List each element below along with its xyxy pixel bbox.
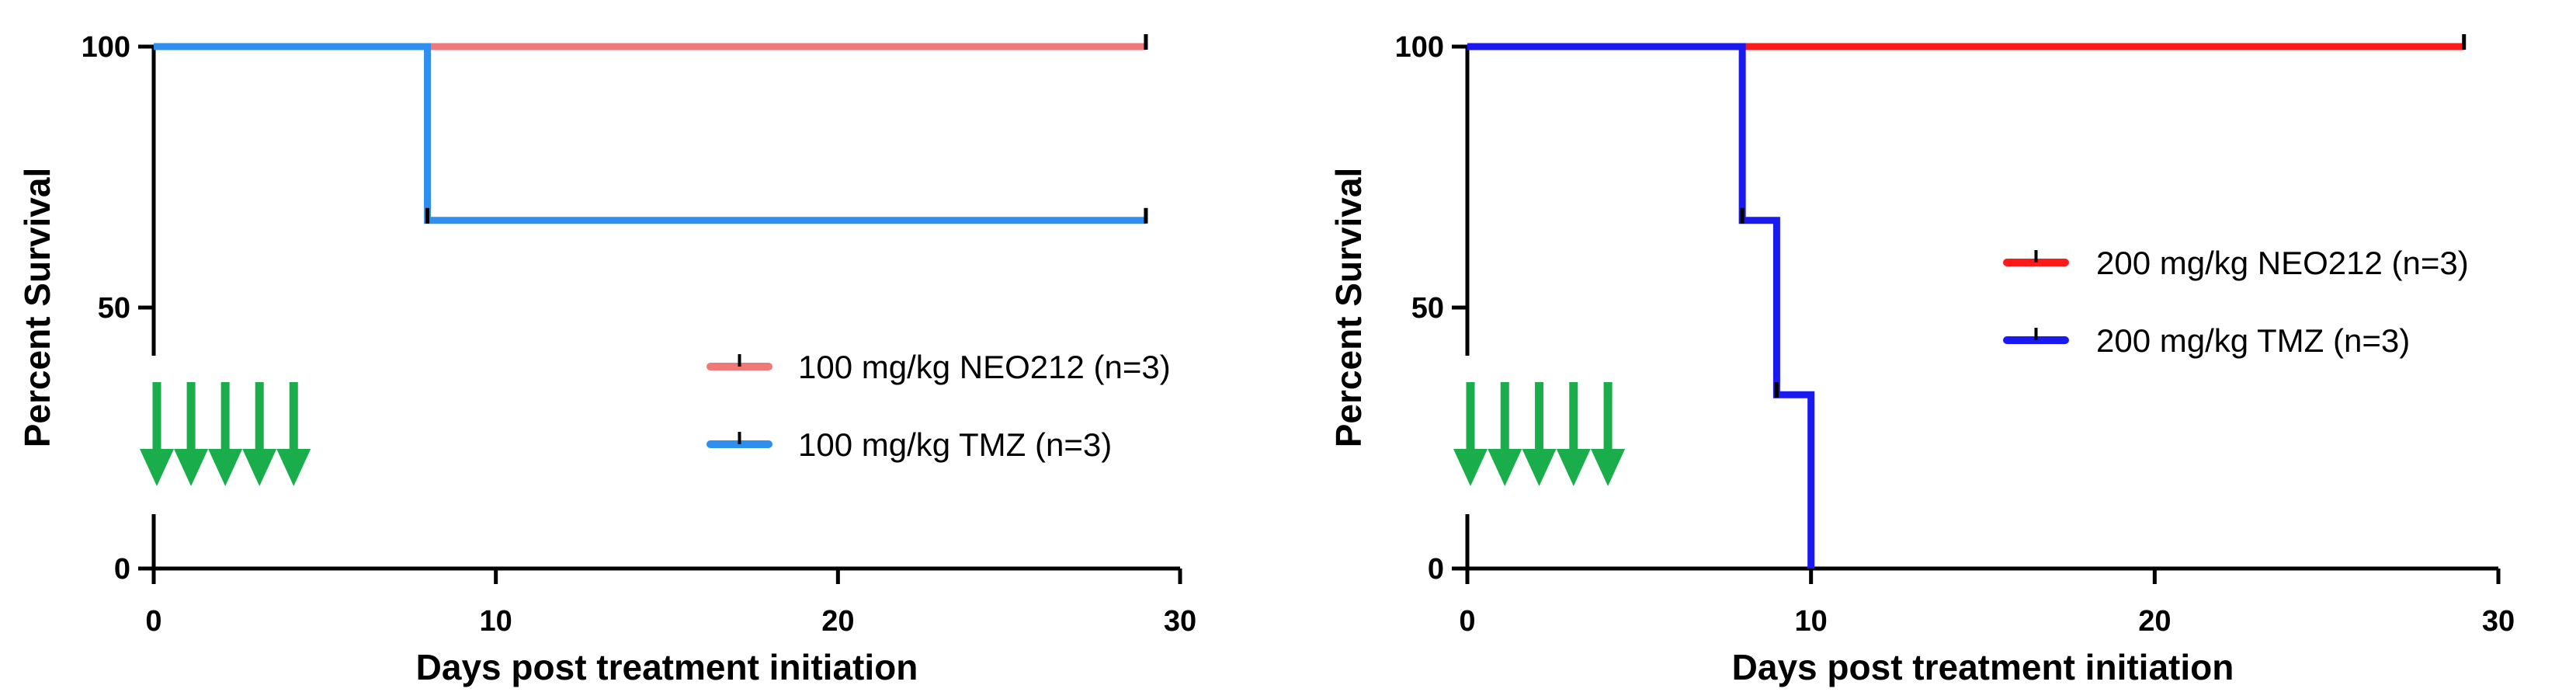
x-tick-label: 30 [1164,605,1196,638]
survival-curve-1 [1467,43,1815,569]
y-tick-label: 100 [1395,31,1444,64]
treatment-arrow-head [1488,449,1522,486]
x-axis-title: Days post treatment initiation [416,647,918,687]
y-axis-title: Percent Survival [17,168,57,448]
x-tick-label: 0 [145,605,161,638]
chart-right: 0 10 20 30 0 50 100 Days post treatment initiat… [1328,31,2515,687]
treatment-arrow-head [1591,449,1626,486]
survival-curve-1 [154,43,1146,224]
x-tick-label: 0 [1459,605,1475,638]
y-tick-label: 50 [1411,292,1444,325]
legend-label: 100 mg/kg TMZ (n=3) [798,426,1112,463]
treatment-arrow-head [174,449,209,486]
legend-label: 200 mg/kg TMZ (n=3) [2096,322,2410,359]
treatment-arrow-head [1522,449,1557,486]
treatment-arrow-head [276,449,311,486]
y-tick-label: 0 [1428,553,1444,586]
treatment-arrow-head [242,449,277,486]
x-tick-label: 20 [2138,605,2171,638]
x-tick-label: 20 [821,605,854,638]
treatment-arrow-head [140,449,174,486]
x-tick-label: 10 [480,605,512,638]
y-axis-title: Percent Survival [1328,168,1369,448]
chart-left: 0 10 20 30 0 50 100 Days post treatment initiat… [17,31,1196,687]
x-tick-label: 10 [1795,605,1828,638]
x-tick-label: 30 [2482,605,2515,638]
legend-label: 100 mg/kg NEO212 (n=3) [798,349,1171,385]
treatment-arrow-head [1556,449,1591,486]
y-tick-label: 50 [98,292,130,325]
y-tick-label: 0 [114,553,130,586]
treatment-arrow-head [1453,449,1488,486]
treatment-arrow-head [208,449,243,486]
y-tick-label: 100 [82,31,130,64]
legend-label: 200 mg/kg NEO212 (n=3) [2096,245,2469,281]
x-axis-title: Days post treatment initiation [1732,647,2234,687]
